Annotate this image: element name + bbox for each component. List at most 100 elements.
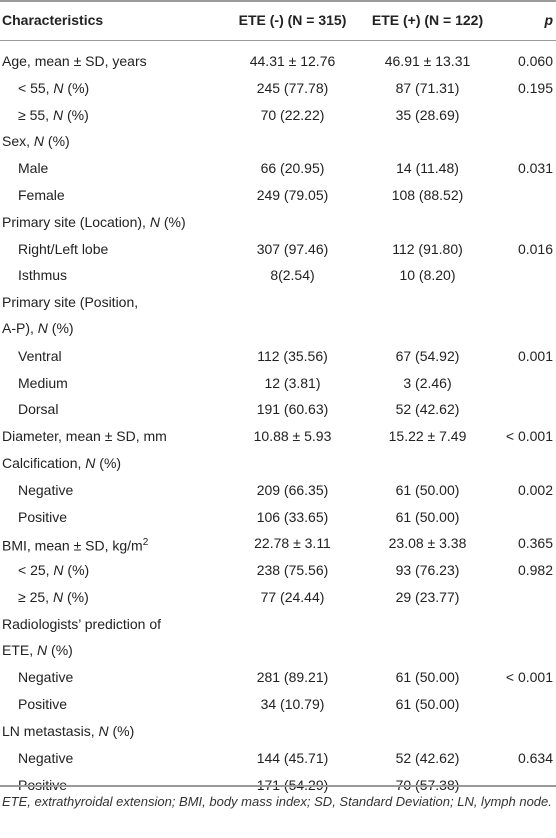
ete-positive-value: 14 (11.48) bbox=[396, 160, 459, 177]
ete-negative-value: 22.78 ± 3.11 bbox=[254, 535, 331, 552]
ete-negative-value: 12 (3.81) bbox=[264, 374, 321, 391]
ete-negative-value: 34 (10.79) bbox=[260, 696, 325, 713]
row-label-text: LN metastasis, bbox=[2, 723, 99, 739]
table-row: Right/Left lobe 307 (97.46) 112 (91.80) 0.0… bbox=[0, 236, 556, 257]
ete-negative-value: 8(2.54) bbox=[270, 267, 315, 284]
row-label: Age, mean ± SD, years bbox=[2, 48, 147, 74]
ete-negative-value: 209 (66.35) bbox=[256, 481, 329, 498]
row-label-text: Diameter, mean ± SD, mm bbox=[2, 428, 167, 445]
p-value: 0.016 bbox=[517, 240, 553, 257]
table-row: Calcification, N (%) bbox=[0, 450, 556, 471]
ete-positive-value: 61 (50.00) bbox=[395, 508, 460, 525]
row-label: Calcification, N (%) bbox=[2, 450, 121, 476]
p-value: 0.982 bbox=[517, 562, 553, 579]
table-row: LN metastasis, N (%) bbox=[0, 718, 556, 739]
row-label-n: N bbox=[33, 133, 45, 150]
row-label-n: N bbox=[53, 562, 64, 579]
row-label-text: Age, mean ± SD, years bbox=[2, 53, 147, 69]
header-ete-negative: ETE (-) (N = 315) bbox=[238, 12, 347, 28]
row-label: Primary site (Location), N (%) bbox=[2, 209, 186, 235]
row-label-text: Male bbox=[18, 160, 49, 177]
ete-positive-value: 3 (2.46) bbox=[403, 374, 452, 391]
ete-negative-value: 238 (75.56) bbox=[256, 562, 329, 579]
header-characteristics: Characteristics bbox=[2, 12, 104, 28]
row-label-text: Calcification, bbox=[2, 455, 86, 471]
ete-positive-value: 61 (50.00) bbox=[395, 669, 460, 686]
ete-negative-value: 144 (45.71) bbox=[256, 749, 329, 766]
row-label: Negative bbox=[18, 664, 73, 690]
row-label: Negative bbox=[18, 745, 73, 771]
p-value: 0.060 bbox=[517, 53, 553, 69]
ete-positive-value: 67 (54.92) bbox=[395, 347, 460, 364]
row-label: Positive bbox=[18, 691, 67, 717]
row-label-unit: (%) bbox=[47, 320, 74, 337]
table-row: Isthmus 8(2.54) 10 (8.20) bbox=[0, 262, 556, 283]
ete-positive-value: 52 (42.62) bbox=[395, 749, 460, 766]
row-label-unit: (%) bbox=[95, 455, 122, 471]
ete-positive-value: 87 (71.31) bbox=[395, 79, 460, 96]
table-row: ≥ 55, N (%) 70 (22.22) 35 (28.69) bbox=[0, 102, 556, 123]
ete-negative-value: 70 (22.22) bbox=[260, 106, 325, 123]
p-value: 0.031 bbox=[517, 160, 553, 177]
table-top-rule bbox=[0, 0, 556, 2]
row-label-text: Positive bbox=[18, 777, 67, 793]
ete-positive-value: 93 (76.23) bbox=[395, 562, 460, 579]
row-label: Negative bbox=[18, 477, 73, 503]
table-row: Sex, N (%) bbox=[0, 128, 556, 149]
p-value: 0.002 bbox=[517, 481, 553, 498]
table-row: < 55, N (%) 245 (77.78) 87 (71.31) 0.195 bbox=[0, 75, 556, 96]
row-label: Male bbox=[18, 155, 48, 181]
ete-positive-value: 46.91 ± 13.31 bbox=[384, 53, 471, 69]
row-label-text: Positive bbox=[18, 696, 68, 713]
row-label-unit: (%) bbox=[63, 562, 90, 579]
table-row: Positive 106 (33.65) 61 (50.00) bbox=[0, 504, 556, 525]
row-label: Female bbox=[18, 182, 65, 208]
row-label-n: N bbox=[37, 320, 48, 337]
table-bottom-rule bbox=[0, 785, 556, 787]
ete-negative-value: 171 (54.29) bbox=[225, 772, 360, 798]
ete-positive-value: 10 (8.20) bbox=[399, 267, 456, 284]
table-row: Positive171 (54.29)70 (57.38) bbox=[0, 772, 556, 793]
row-label: Right/Left lobe bbox=[18, 236, 108, 262]
ete-positive-value: 70 (57.38) bbox=[360, 772, 495, 798]
row-label-n: N bbox=[52, 589, 64, 605]
row-label: < 55, N (%) bbox=[18, 75, 89, 101]
row-label: Isthmus bbox=[18, 262, 67, 288]
row-label-text: Ventral bbox=[18, 347, 62, 364]
row-label: LN metastasis, N (%) bbox=[2, 718, 134, 744]
row-label: ≥ 25, N (%) bbox=[18, 584, 89, 610]
ete-negative-value: 77 (24.44) bbox=[260, 589, 325, 605]
row-label: Diameter, mean ± SD, mm bbox=[2, 423, 167, 449]
ete-negative-value: 191 (60.63) bbox=[256, 401, 329, 418]
row-label: Primary site (Position, A-P), N (%) bbox=[2, 289, 138, 341]
p-value: 0.195 bbox=[517, 79, 553, 96]
row-label-text: BMI, mean ± SD, kg/m bbox=[2, 538, 143, 555]
row-label-text: Sex, bbox=[2, 133, 34, 150]
row-label-text: Positive bbox=[18, 508, 68, 525]
row-label: Sex, N (%) bbox=[2, 128, 70, 154]
row-label-text: Medium bbox=[18, 374, 68, 391]
row-label-unit: (%) bbox=[63, 106, 89, 123]
row-label-n: N bbox=[52, 106, 64, 123]
row-label-line1: Primary site (Position, bbox=[2, 294, 139, 311]
ete-positive-value: 23.08 ± 3.38 bbox=[388, 535, 467, 552]
ete-negative-value: 281 (89.21) bbox=[256, 669, 329, 686]
ete-positive-value: 61 (50.00) bbox=[395, 481, 460, 498]
row-label-unit: (%) bbox=[44, 133, 70, 150]
row-label-unit: (%) bbox=[47, 641, 73, 658]
table-row: ≥ 25, N (%) 77 (24.44) 29 (23.77) bbox=[0, 584, 556, 605]
row-label: Ventral bbox=[18, 343, 62, 369]
row-label-text: < 55, bbox=[18, 79, 54, 96]
row-label-superscript: 2 bbox=[142, 537, 149, 549]
table-row: Negative 281 (89.21) 61 (50.00) < 0.001 bbox=[0, 664, 556, 685]
table-row: Radiologists’ prediction of ETE, N (%) bbox=[0, 611, 556, 659]
ete-positive-value: 61 (50.00) bbox=[395, 696, 460, 713]
row-label-text: ETE, bbox=[2, 641, 38, 658]
row-label-n: N bbox=[37, 641, 48, 658]
row-label-unit: (%) bbox=[63, 589, 89, 605]
row-label-n: N bbox=[85, 455, 96, 471]
table-row: Negative 144 (45.71) 52 (42.62) 0.634 bbox=[0, 745, 556, 766]
table-row: Dorsal 191 (60.63) 52 (42.62) bbox=[0, 396, 556, 417]
row-label-n: N bbox=[149, 213, 160, 230]
ete-positive-value: 15.22 ± 7.49 bbox=[388, 428, 467, 445]
